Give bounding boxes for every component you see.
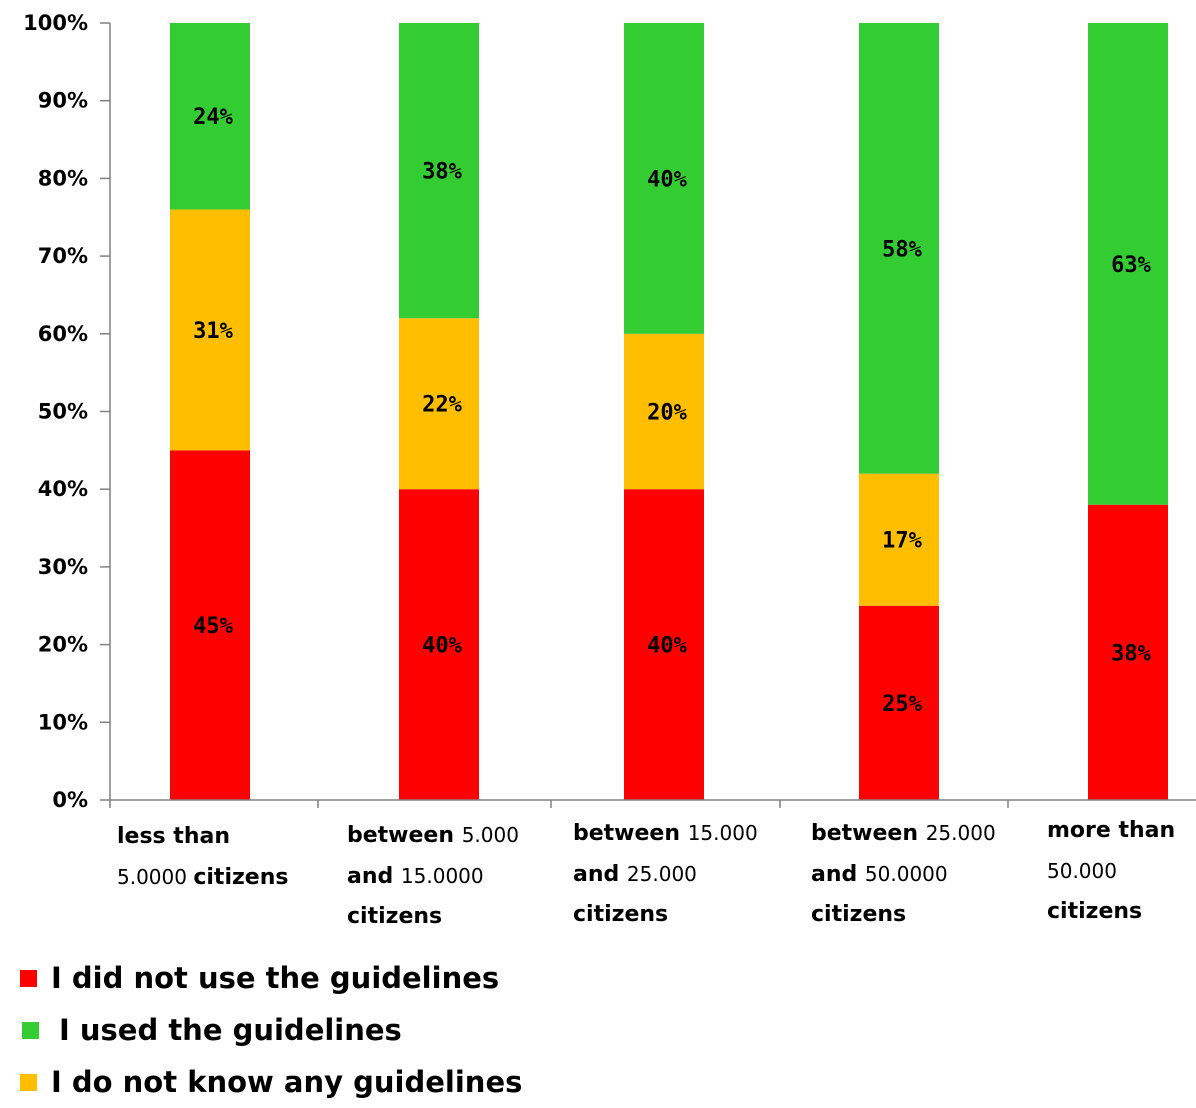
x-axis [109, 799, 1196, 808]
bar-segment [1088, 504, 1168, 800]
bar-segment [399, 318, 479, 490]
data-label: 38% [1111, 641, 1151, 666]
bar-segment [624, 333, 704, 490]
x-category-line: between 5.000 [347, 815, 519, 856]
x-category-line: between 25.000 [811, 813, 996, 854]
x-category-text: 15.0000 [400, 864, 484, 888]
x-category-text: and [811, 862, 865, 887]
data-label: 20% [647, 401, 687, 426]
legend-item-unknown: I do not know any guidelines [20, 1056, 522, 1108]
legend-swatch [20, 1073, 37, 1091]
y-axis: 0% 10% 20% 30% 40% 50% 60% 70% 80% 90% 100% [23, 11, 111, 812]
bar-segment [399, 23, 479, 319]
x-category-line: between 15.000 [573, 813, 758, 854]
x-category-text: 50.0000 [864, 862, 948, 886]
data-label: 38% [422, 160, 462, 185]
data-labels: 45% 31% 24% 40% 22% 38% 40% 20% 40% 25% 17% 58% 38% 6… [193, 105, 1151, 717]
x-category-line: citizens [1047, 892, 1175, 932]
x-category-text: and [573, 862, 627, 887]
y-tick-label: 50% [38, 400, 88, 424]
stacked-bar-chart: 0% 10% 20% 30% 40% 50% 60% 70% 80% 90% 100% 45% 31%… [23, 11, 1196, 812]
bar-segment [859, 605, 939, 800]
bar-segment [170, 23, 250, 210]
y-tick-label: 70% [38, 244, 88, 268]
legend-label: I did not use the guidelines [51, 961, 500, 995]
x-category-text: citizens [193, 865, 289, 890]
x-category-text: 5.000 [461, 823, 519, 847]
x-category-label: more than 50.000 citizens [1047, 811, 1175, 932]
data-label: 40% [647, 634, 687, 659]
bars [170, 23, 1168, 800]
x-category-line: and 25.000 [573, 854, 758, 895]
x-category-text: 15.000 [687, 821, 758, 845]
x-category-text: less than [117, 824, 230, 849]
data-label: 40% [647, 167, 687, 192]
y-tick-label: 10% [38, 710, 88, 734]
x-category-text: between [811, 821, 926, 846]
x-category-line: and 50.0000 [811, 854, 996, 895]
bar-segment [170, 209, 250, 451]
x-category-text: citizens [811, 902, 907, 927]
x-category-text: citizens [1047, 899, 1143, 924]
y-tick-label: 90% [38, 89, 88, 113]
legend-swatch [20, 969, 37, 987]
data-label: 31% [193, 319, 233, 344]
x-category-text: citizens [347, 904, 443, 929]
y-tick-label: 30% [38, 555, 88, 579]
x-category-text: and [347, 864, 401, 889]
x-category-line: less than [117, 817, 288, 857]
x-category-text: more than [1047, 818, 1176, 843]
x-category-line: 50.000 [1047, 851, 1175, 892]
x-category-line: 5.0000 citizens [117, 857, 288, 898]
x-category-text: between [347, 823, 462, 848]
legend-swatch [22, 1021, 39, 1039]
y-tick-label: 80% [38, 166, 88, 190]
y-tick-label: 20% [38, 633, 88, 657]
legend-label: I used the guidelines [59, 1013, 402, 1047]
x-category-text: between [573, 821, 688, 846]
bar-segment [624, 23, 704, 334]
data-label: 22% [422, 393, 462, 418]
data-label: 63% [1111, 253, 1151, 278]
legend-label: I do not know any guidelines [51, 1065, 523, 1099]
bar-segment [170, 450, 250, 800]
bar-segment [859, 473, 939, 606]
x-category-label: between 25.000 and 50.0000 citizens [811, 813, 996, 935]
x-category-line: citizens [573, 895, 758, 935]
legend-item-not-used: I did not use the guidelines [20, 952, 522, 1004]
x-category-line: citizens [811, 895, 996, 935]
x-category-line: more than [1047, 811, 1175, 851]
x-category-text: 25.000 [925, 821, 996, 845]
data-label: 58% [882, 237, 922, 262]
data-label: 45% [193, 614, 233, 639]
x-category-text: 5.0000 [117, 865, 194, 889]
y-tick-label: 100% [23, 11, 88, 35]
bar-segment [859, 23, 939, 474]
y-tick-label: 0% [52, 788, 88, 812]
data-label: 40% [422, 634, 462, 659]
x-category-line: and 15.0000 [347, 856, 519, 897]
legend-item-used: I used the guidelines [20, 1004, 522, 1056]
data-label: 25% [882, 692, 922, 717]
legend: I did not use the guidelines I used the … [20, 952, 522, 1108]
x-category-label: between 15.000 and 25.000 citizens [573, 813, 758, 935]
y-tick-label: 60% [38, 322, 88, 346]
x-category-label: between 5.000 and 15.0000 citizens [347, 815, 519, 937]
y-tick-label: 40% [38, 477, 88, 501]
x-category-text: 50.000 [1047, 859, 1117, 883]
x-category-label: less than 5.0000 citizens [117, 817, 288, 898]
bar-segment [1088, 23, 1168, 505]
data-label: 17% [882, 529, 922, 554]
bar-segment [399, 489, 479, 800]
bar-segment [624, 489, 704, 800]
data-label: 24% [193, 105, 233, 130]
x-category-line: citizens [347, 897, 519, 937]
x-category-text: 25.000 [626, 862, 697, 886]
x-category-text: citizens [573, 902, 669, 927]
